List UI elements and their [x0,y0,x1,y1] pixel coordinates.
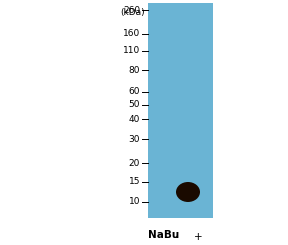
Text: 10: 10 [128,197,140,206]
Text: +: + [194,232,202,242]
Text: 50: 50 [128,100,140,109]
Text: 260: 260 [123,6,140,15]
FancyBboxPatch shape [148,3,213,218]
Text: (kDa): (kDa) [120,8,145,17]
Text: -: - [173,232,177,242]
Text: 160: 160 [123,29,140,38]
Text: 30: 30 [128,135,140,144]
Text: 60: 60 [128,87,140,96]
Text: 80: 80 [128,66,140,74]
Text: 110: 110 [123,46,140,55]
Ellipse shape [176,182,200,202]
Text: NaBu: NaBu [148,230,179,240]
Text: 40: 40 [129,115,140,123]
Text: 15: 15 [128,177,140,186]
Text: 20: 20 [129,159,140,168]
